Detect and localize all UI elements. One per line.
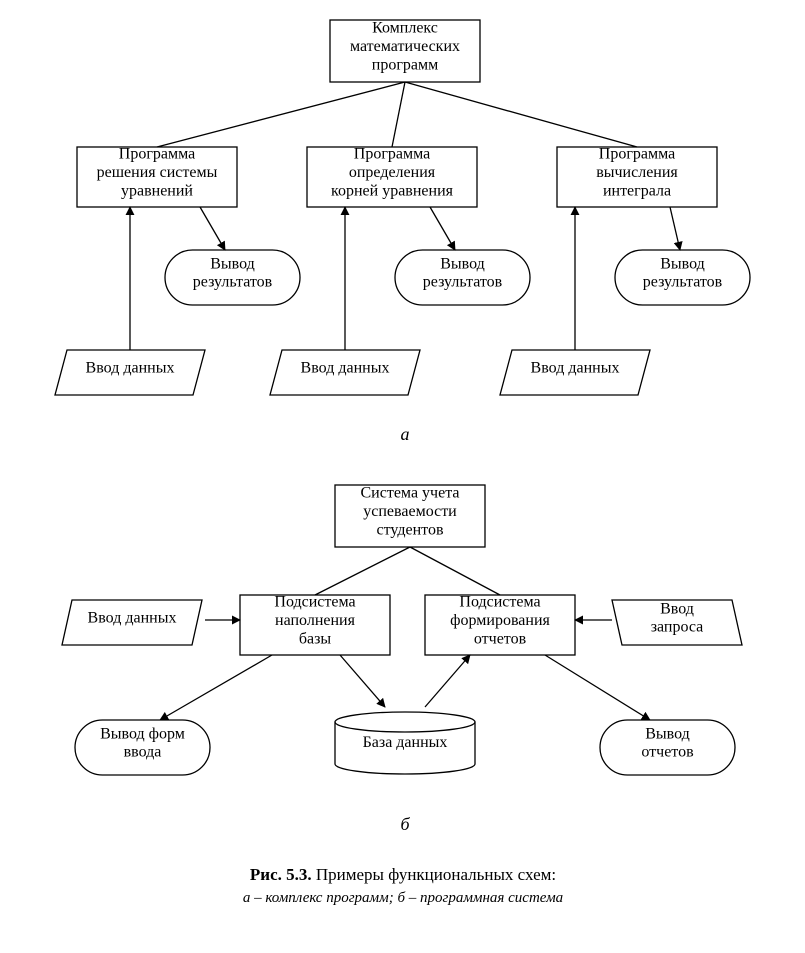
figure-caption: Рис. 5.3. Примеры функциональных схем: [250, 865, 556, 884]
edge [200, 207, 225, 250]
label-a: а [401, 424, 410, 444]
label-b: б [400, 814, 410, 834]
edge [340, 655, 385, 707]
edge [425, 655, 470, 707]
program-0-text: Программарешения системыуравнений [97, 146, 218, 200]
edge [430, 207, 455, 250]
database-text: База данных [363, 734, 448, 751]
input-b-0-text: Ввод данных [88, 610, 177, 627]
edge [392, 82, 405, 147]
edge [157, 82, 405, 147]
figure-subcaption: а – комплекс программ; б – программная с… [243, 890, 563, 906]
program-1-text: Программаопределениякорней уравнения [331, 146, 454, 200]
input-a-2-text: Ввод данных [531, 360, 620, 377]
output-a-1-text: Выводрезультатов [423, 255, 503, 290]
edge [545, 655, 650, 720]
root-a-text: Комплексматематическихпрограмм [350, 20, 460, 74]
edge [410, 547, 500, 595]
output-a-0-text: Выводрезультатов [193, 255, 273, 290]
input-b-1-text: Вводзапроса [651, 600, 704, 635]
program-2-text: Программавычисленияинтеграла [596, 146, 678, 200]
subsystem-1-text: Подсистемаформированияотчетов [450, 594, 550, 648]
edge [670, 207, 680, 250]
output-b-1-text: Выводотчетов [641, 725, 694, 760]
edge [405, 82, 637, 147]
root-b-text: Система учетауспеваемостистудентов [361, 485, 460, 539]
edge [160, 655, 272, 720]
output-a-2-text: Выводрезультатов [643, 255, 723, 290]
input-a-0-text: Ввод данных [86, 360, 175, 377]
input-a-1-text: Ввод данных [301, 360, 390, 377]
output-b-0-text: Вывод формввода [100, 725, 185, 760]
subsystem-0-text: Подсистеманаполнениябазы [274, 594, 355, 648]
edge [315, 547, 410, 595]
